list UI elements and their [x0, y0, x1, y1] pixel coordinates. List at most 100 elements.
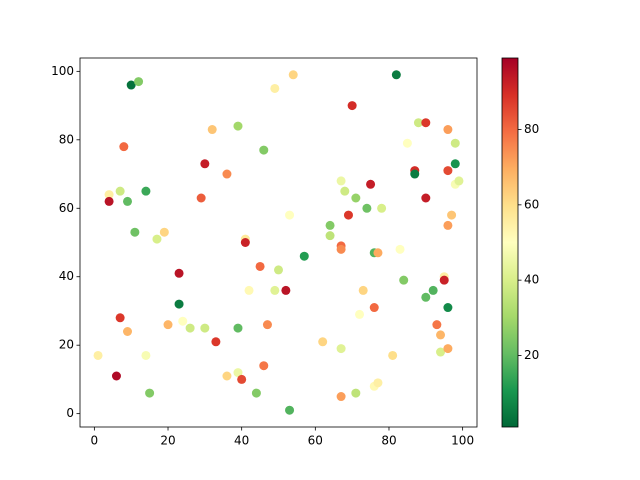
colorbar-tick-label: 40 — [524, 273, 539, 287]
point — [443, 125, 453, 135]
point — [163, 320, 173, 330]
point — [443, 344, 453, 354]
point — [222, 169, 232, 179]
point — [351, 388, 361, 398]
point — [119, 142, 129, 152]
point — [399, 275, 409, 285]
point — [233, 368, 243, 378]
point — [336, 392, 346, 402]
point — [222, 371, 232, 381]
point — [299, 251, 309, 261]
point — [233, 323, 243, 333]
point — [285, 210, 295, 220]
point — [104, 190, 114, 200]
point — [413, 118, 423, 128]
point — [402, 138, 412, 148]
point — [115, 186, 125, 196]
point — [159, 227, 169, 237]
y-tick-label: 0 — [66, 406, 74, 420]
point — [362, 203, 372, 213]
point — [237, 374, 247, 384]
point — [174, 299, 184, 309]
point — [141, 350, 151, 360]
point — [366, 179, 376, 189]
point — [288, 70, 298, 80]
colorbar-tick-label: 80 — [524, 122, 539, 136]
point — [340, 186, 350, 196]
point — [439, 275, 449, 285]
point — [373, 248, 383, 258]
point — [111, 371, 121, 381]
point — [318, 337, 328, 347]
point — [207, 125, 217, 135]
point — [240, 238, 250, 247]
point — [336, 176, 346, 186]
point — [233, 121, 243, 131]
point — [130, 227, 140, 237]
point — [196, 193, 206, 203]
point — [388, 350, 398, 360]
point — [285, 405, 295, 415]
point — [347, 101, 357, 111]
point — [211, 337, 221, 347]
point — [274, 265, 283, 275]
point — [93, 350, 103, 360]
point — [325, 220, 335, 230]
point — [410, 169, 420, 179]
point — [115, 313, 125, 323]
point — [259, 145, 269, 155]
point — [395, 244, 405, 254]
point — [421, 193, 431, 203]
point — [185, 323, 195, 333]
point — [123, 326, 133, 336]
y-tick-label: 60 — [59, 201, 74, 215]
point — [251, 388, 261, 398]
point — [355, 309, 365, 319]
point — [244, 285, 254, 295]
point — [152, 234, 162, 244]
y-tick-label: 100 — [51, 64, 74, 78]
point — [447, 210, 457, 220]
point — [436, 330, 446, 340]
point — [391, 70, 401, 80]
point — [255, 261, 265, 271]
point — [259, 361, 269, 371]
point — [443, 166, 453, 176]
y-tick-label: 80 — [59, 132, 74, 146]
point — [443, 220, 453, 230]
point — [325, 231, 335, 241]
colorbar-tick-label: 60 — [524, 197, 539, 211]
point — [373, 378, 383, 388]
x-tick-label: 60 — [308, 434, 323, 448]
point — [174, 268, 184, 278]
point — [432, 320, 442, 330]
point — [141, 186, 151, 196]
x-tick-label: 80 — [381, 434, 396, 448]
point — [262, 320, 272, 330]
point — [450, 138, 460, 148]
x-tick-label: 0 — [91, 434, 99, 448]
point — [281, 285, 291, 295]
point — [126, 80, 136, 90]
point — [145, 388, 155, 398]
colorbar-tick-label: 20 — [524, 348, 539, 362]
x-tick-label: 100 — [451, 434, 474, 448]
point — [443, 303, 453, 313]
plot-frame — [79, 57, 478, 428]
point — [351, 193, 361, 203]
point — [200, 323, 210, 333]
point — [436, 347, 446, 357]
x-tick-label: 40 — [234, 434, 249, 448]
y-tick-label: 20 — [59, 338, 74, 352]
x-tick-label: 20 — [160, 434, 175, 448]
point — [428, 285, 438, 295]
point — [178, 316, 188, 326]
point — [270, 285, 280, 295]
point — [336, 244, 346, 254]
point — [369, 303, 379, 313]
point — [377, 203, 387, 213]
point — [200, 159, 210, 169]
y-tick-label: 40 — [59, 269, 74, 283]
